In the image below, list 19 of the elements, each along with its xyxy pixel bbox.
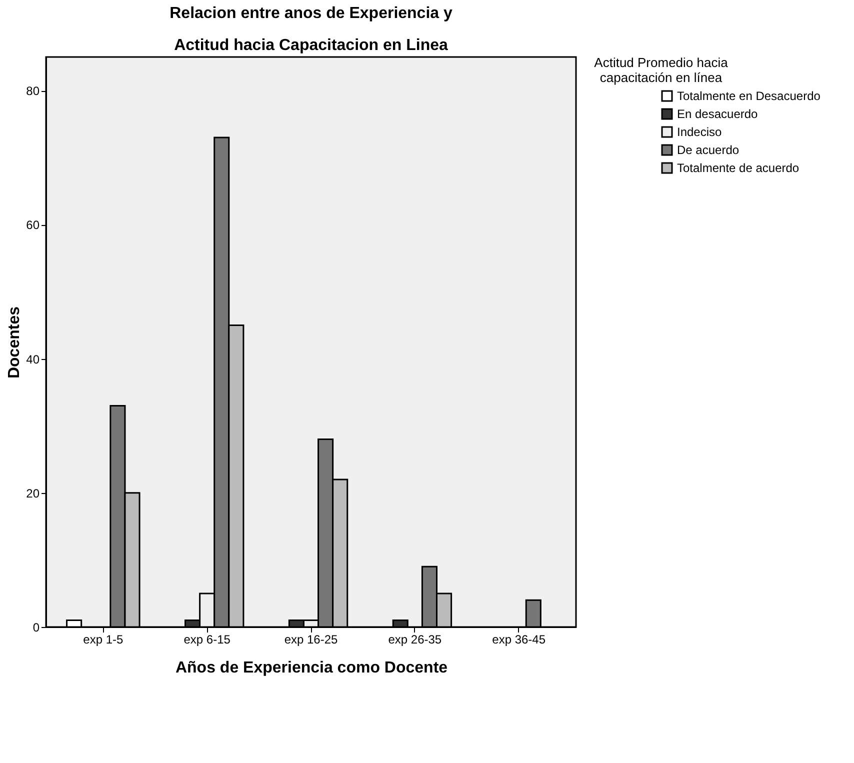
x-tick-label: exp 16-25 xyxy=(284,632,338,646)
legend-label: De acuerdo xyxy=(677,143,740,157)
chart-title: Relacion entre anos de Experiencia y Actitud hacia Capacitacion en Linea xyxy=(170,5,452,54)
x-tick-label: exp 6-15 xyxy=(184,632,231,646)
x-tick-label: exp 26-35 xyxy=(388,632,442,646)
x-tick-label: exp 36-45 xyxy=(492,632,546,646)
legend-label: En desacuerdo xyxy=(677,107,758,121)
x-tick-label: exp 1-5 xyxy=(83,632,124,646)
y-tick-label: 20 xyxy=(26,486,40,500)
y-axis-title: Docentes xyxy=(6,306,24,379)
legend-label: Indeciso xyxy=(677,125,722,139)
legend-label: Totalmente en Desacuerdo xyxy=(677,89,821,103)
y-tick-label: 80 xyxy=(26,84,40,98)
y-tick-label: 40 xyxy=(26,352,40,366)
y-tick-label: 0 xyxy=(32,620,40,634)
x-axis-title: Años de Experiencia como Docente xyxy=(175,660,448,676)
y-tick-label: 60 xyxy=(26,218,40,232)
legend-label: Totalmente de acuerdo xyxy=(677,161,800,175)
legend-title: Actitud Promedio hacia capacitación en línea xyxy=(594,55,729,85)
